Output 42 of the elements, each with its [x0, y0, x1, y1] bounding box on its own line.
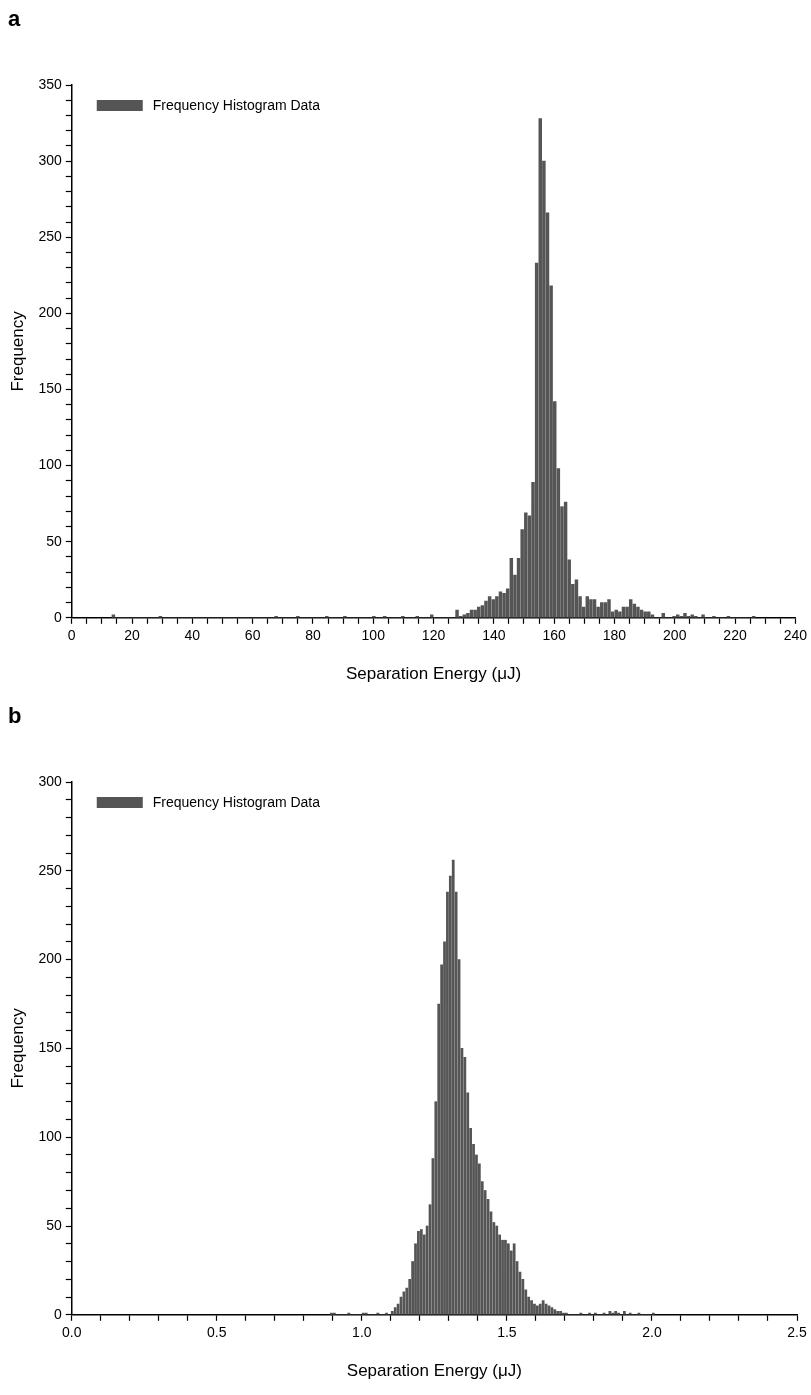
x-tick-label: 20 [124, 627, 141, 644]
x-tick-label: 2.5 [787, 1324, 807, 1341]
y-tick-label: 50 [46, 1216, 62, 1233]
x-tick-label: 100 [361, 627, 386, 644]
x-axis-title: Separation Energy (μJ) [346, 1361, 522, 1381]
x-tick-label: 240 [783, 627, 808, 644]
y-axis-title: Frequency [7, 1007, 27, 1089]
x-tick-label: 0.5 [207, 1324, 227, 1341]
x-tick-label: 120 [421, 627, 446, 644]
y-tick-label: 100 [38, 1128, 62, 1145]
y-tick-label: 0 [53, 1305, 62, 1322]
chart-title: a [8, 6, 21, 32]
y-tick-label: 150 [38, 1039, 62, 1056]
x-tick-label: 180 [602, 627, 627, 644]
legend-label: Frequency Histogram Data [152, 793, 321, 810]
y-tick-label: 50 [46, 532, 62, 549]
x-tick-label: 160 [542, 627, 567, 644]
x-axis-title: Separation Energy (μJ) [345, 664, 522, 684]
x-tick-label: 80 [305, 627, 321, 644]
x-tick-label: 2.0 [642, 1324, 662, 1341]
x-tick-label: 40 [184, 627, 201, 644]
chart-title: b [8, 703, 22, 729]
x-tick-label: 200 [663, 627, 687, 644]
y-tick-label: 150 [38, 380, 62, 397]
y-tick-label: 100 [38, 456, 62, 473]
x-tick-label: 60 [244, 627, 261, 644]
y-tick-label: 200 [38, 304, 62, 321]
y-tick-label: 300 [38, 772, 62, 789]
x-tick-label: 1.0 [352, 1324, 372, 1341]
x-tick-label: 220 [723, 627, 747, 644]
y-axis-title: Frequency [7, 310, 27, 392]
x-tick-label: 1.5 [497, 1324, 517, 1341]
y-tick-label: 250 [38, 861, 62, 878]
x-tick-label: 0 [67, 627, 76, 644]
x-tick-label: 0.0 [62, 1324, 82, 1341]
x-tick-label: 140 [482, 627, 506, 644]
y-tick-label: 200 [38, 950, 62, 967]
legend-label: Frequency Histogram Data [152, 96, 321, 113]
y-tick-label: 0 [53, 608, 62, 625]
y-tick-label: 300 [38, 151, 62, 168]
y-tick-label: 250 [38, 228, 62, 245]
y-tick-label: 350 [38, 75, 62, 92]
